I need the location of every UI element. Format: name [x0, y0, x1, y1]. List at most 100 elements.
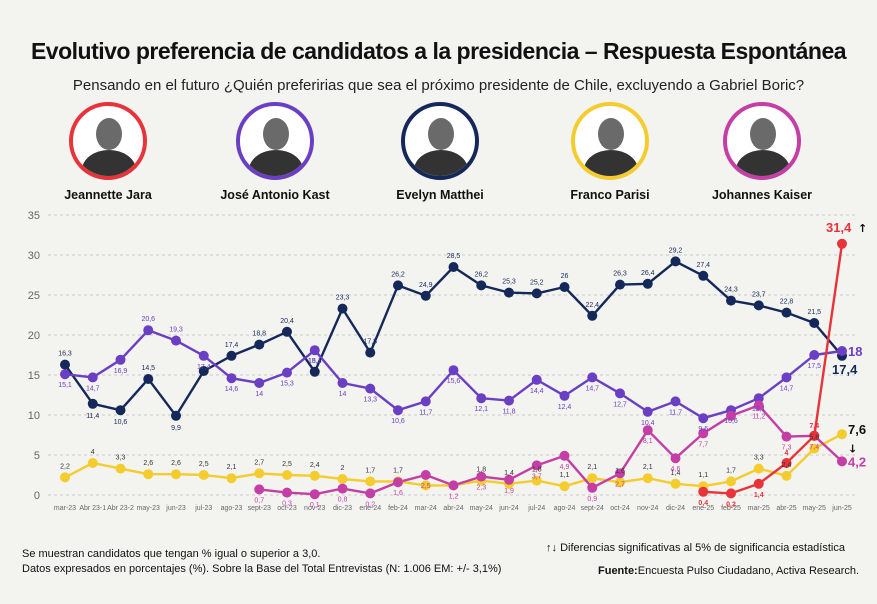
data-label: 4	[785, 450, 789, 457]
series-line	[64, 433, 843, 488]
data-point	[559, 450, 570, 461]
data-label: 10,4	[641, 420, 655, 427]
x-tick-label: ene-25	[692, 505, 714, 512]
data-point	[670, 396, 681, 407]
data-label: 28,5	[447, 253, 461, 260]
data-label: 14	[255, 391, 263, 398]
arrow-down-icon: ↓	[848, 442, 857, 455]
data-label: 16,3	[58, 351, 72, 358]
x-tick-label: may-24	[470, 505, 493, 512]
chart-title: Evolutivo preferencia de candidatos a la…	[30, 38, 847, 64]
data-label: 11,2	[752, 413, 765, 420]
data-point	[837, 346, 847, 356]
data-point	[282, 487, 292, 498]
data-point	[753, 393, 764, 404]
data-label: 1,4	[754, 492, 764, 499]
data-label: 1,4	[504, 470, 514, 477]
end-label: 4,2	[848, 454, 866, 469]
data-point	[504, 474, 514, 485]
data-point	[198, 366, 209, 376]
x-tick-label: sept-24	[581, 505, 604, 512]
parisi-portrait-icon	[571, 102, 649, 180]
x-tick-label: may-25	[803, 505, 826, 512]
data-point	[143, 325, 154, 336]
data-point	[698, 413, 709, 424]
data-label: 13,3	[363, 397, 377, 404]
candidate-name: Evelyn Matthei	[396, 188, 484, 202]
data-point	[115, 463, 126, 474]
data-label: 7,4	[809, 423, 819, 430]
significance-note: ↑↓ Diferencias significativas al 5% de s…	[546, 542, 845, 554]
data-point	[143, 469, 154, 480]
data-label: 0,4	[698, 500, 708, 507]
data-point	[420, 396, 431, 407]
data-label: 2,1	[587, 464, 597, 471]
data-point	[171, 410, 181, 421]
data-label: 17,4	[197, 364, 211, 371]
data-label: 7,4	[809, 444, 819, 451]
data-point	[282, 470, 292, 480]
x-tick-label: feb-25	[721, 505, 741, 512]
data-point	[254, 378, 265, 388]
data-label: 10,6	[114, 419, 128, 426]
jara-portrait-icon	[69, 102, 147, 180]
data-label: 23,3	[336, 295, 350, 302]
data-point	[115, 405, 126, 416]
end-label: 18	[848, 344, 862, 359]
candidate-name: Jeannette Jara	[64, 188, 152, 202]
footnote-threshold: Se muestran candidatos que tengan % igua…	[22, 548, 321, 560]
data-point	[476, 280, 487, 291]
data-point	[559, 481, 570, 492]
data-point	[837, 429, 847, 440]
data-label: 12,4	[558, 404, 572, 411]
data-point	[753, 400, 764, 411]
x-tick-label: may-23	[137, 505, 160, 512]
data-point	[531, 475, 542, 486]
y-tick-label: 10	[28, 410, 40, 422]
data-label: 3,7	[532, 473, 542, 480]
matthei-portrait-icon	[401, 102, 479, 180]
data-label: 1,7	[393, 467, 403, 474]
data-point	[615, 477, 625, 488]
data-point	[642, 425, 653, 436]
data-point	[837, 238, 847, 249]
x-tick-label: ene-24	[359, 505, 381, 512]
x-tick-label: sept-23	[248, 505, 271, 512]
x-tick-label: jul-24	[527, 505, 545, 512]
candidate-card: Franco Parisi	[535, 102, 685, 202]
footnote-base: Datos expresados en porcentajes (%). Sob…	[22, 563, 502, 575]
data-label: 0,2	[365, 501, 375, 508]
data-label: 12,7	[613, 401, 627, 408]
data-label: 14,4	[530, 388, 544, 395]
data-label: 4,6	[671, 466, 681, 473]
candidate-card: Jeannette Jara	[33, 102, 183, 202]
data-point	[309, 366, 320, 377]
arrow-up-icon: ↑	[858, 222, 867, 235]
data-point	[115, 354, 126, 365]
data-point	[87, 372, 98, 383]
data-point	[337, 474, 348, 484]
data-point	[365, 347, 376, 358]
data-label: 26	[561, 273, 569, 280]
data-point	[615, 279, 625, 290]
data-point	[642, 278, 653, 289]
data-label: 5,8	[809, 435, 819, 442]
significance-text: Diferencias significativas al 5% de sign…	[560, 542, 845, 554]
data-label: 16,9	[114, 368, 128, 375]
data-point	[198, 470, 209, 480]
data-point	[226, 350, 237, 361]
data-label: 1,7	[726, 467, 736, 474]
data-label: 15,1	[58, 382, 72, 389]
data-point	[615, 468, 625, 479]
data-label: 20,6	[141, 316, 155, 323]
data-label: 11,7	[419, 409, 432, 416]
data-point	[837, 456, 847, 467]
data-point	[531, 460, 542, 471]
x-tick-label: Abr 23-2	[107, 505, 134, 512]
data-label: 2,5	[282, 461, 292, 468]
data-label: 12,1	[752, 406, 766, 413]
data-label: 1,1	[560, 472, 570, 479]
data-point	[726, 410, 736, 421]
data-point	[781, 307, 792, 318]
